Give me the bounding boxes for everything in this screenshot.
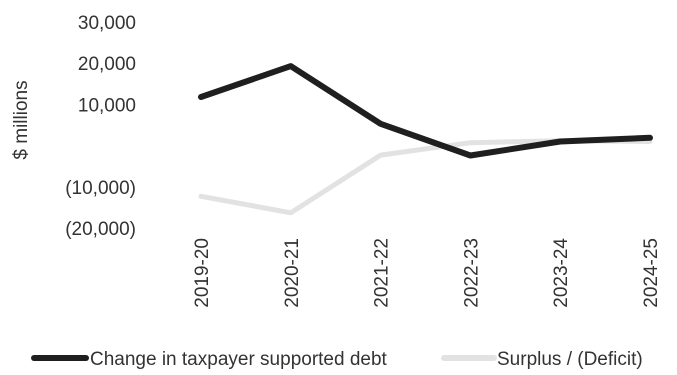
- y-axis-ticks: 30,000 20,000 10,000 (10,000) (20,000): [65, 13, 136, 240]
- y-tick-label: (20,000): [65, 219, 136, 240]
- y-tick-label: 20,000: [78, 54, 136, 75]
- y-axis-title: $ millions: [11, 80, 32, 159]
- y-tick-label: 30,000: [78, 13, 136, 34]
- series-lines: [198, 63, 653, 216]
- x-tick-label: 2019-20: [192, 238, 213, 308]
- y-tick-label: 10,000: [78, 95, 136, 116]
- y-tick-label: (10,000): [65, 178, 136, 199]
- legend-item-debt: Change in taxpayer supported debt: [31, 349, 388, 370]
- legend-label-surplus: Surplus / (Deficit): [497, 349, 643, 370]
- x-tick-label: 2021-22: [372, 238, 393, 308]
- legend-item-surplus: Surplus / (Deficit): [441, 349, 643, 370]
- series-line-surplus: [198, 138, 653, 216]
- legend: Change in taxpayer supported debt Surplu…: [31, 349, 643, 370]
- x-tick-label: 2024-25: [641, 238, 662, 308]
- legend-label-debt: Change in taxpayer supported debt: [90, 349, 388, 370]
- x-tick-label: 2023-24: [551, 238, 572, 308]
- x-axis-ticks: 2019-20 2020-21 2021-22 2022-23 2023-24 2024-…: [192, 238, 662, 308]
- series-line-debt: [198, 63, 653, 159]
- x-tick-label: 2022-23: [461, 238, 482, 308]
- x-tick-label: 2020-21: [282, 238, 303, 308]
